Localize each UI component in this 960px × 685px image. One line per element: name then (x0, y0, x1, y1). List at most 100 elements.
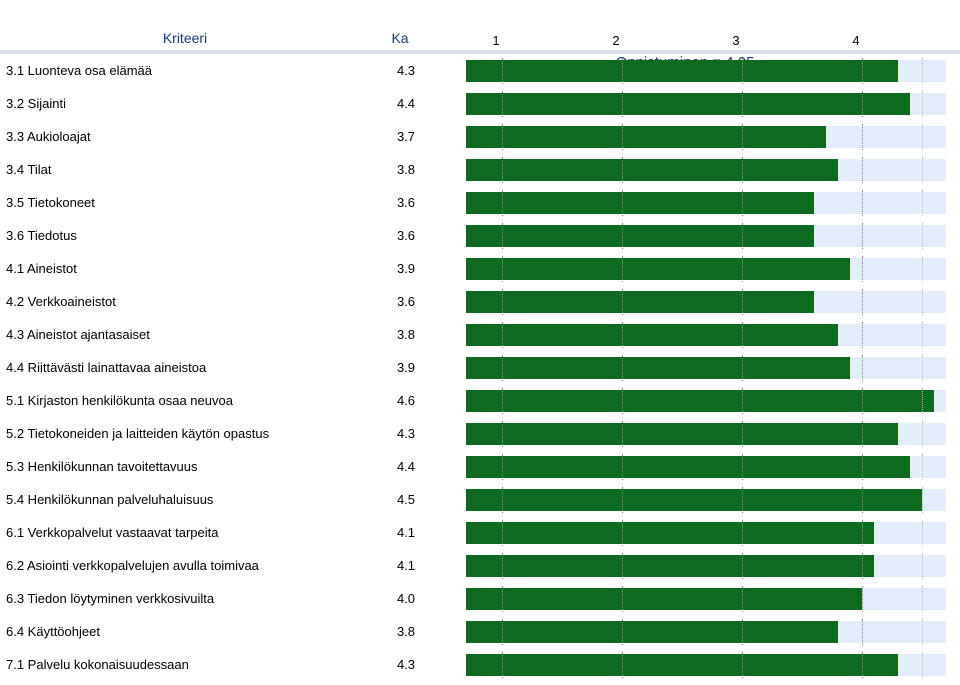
row-ka-value: 4.1 (376, 525, 436, 540)
chart-gridline (622, 322, 623, 348)
chart-bar (466, 555, 874, 577)
row-ka-value: 4.3 (376, 426, 436, 441)
chart-gridline (742, 124, 743, 150)
chart-gridline (622, 421, 623, 447)
chart-edgeline (922, 223, 923, 249)
chart-gridline (862, 289, 863, 315)
chart-gridline (622, 124, 623, 150)
row-ka-value: 4.4 (376, 459, 436, 474)
chart-edgeline (922, 322, 923, 348)
chart-gridline (502, 487, 503, 513)
chart-gridline (742, 388, 743, 414)
chart-gridline (862, 553, 863, 579)
chart-gridline (622, 223, 623, 249)
chart-gridline (862, 91, 863, 117)
chart-gridline (862, 322, 863, 348)
row-label: 3.1 Luonteva osa elämää (0, 63, 376, 78)
chart-gridline (502, 454, 503, 480)
row-chart (436, 384, 946, 417)
chart-gridline (622, 619, 623, 645)
row-ka-value: 3.9 (376, 360, 436, 375)
table-row: 4.2 Verkkoaineistot3.6 (0, 285, 960, 318)
table-row: 3.5 Tietokoneet3.6 (0, 186, 960, 219)
chart-bar (466, 291, 814, 313)
chart-gridline (502, 586, 503, 612)
chart-bar (466, 93, 910, 115)
chart-gridline (742, 91, 743, 117)
axis-tick: 3 (732, 33, 739, 48)
chart-gridline (862, 520, 863, 546)
row-label: 3.3 Aukioloajat (0, 129, 376, 144)
axis-tick: 1 (492, 33, 499, 48)
table-row: 5.2 Tietokoneiden ja laitteiden käytön o… (0, 417, 960, 450)
chart-gridline (622, 355, 623, 381)
row-chart (436, 450, 946, 483)
row-chart (436, 285, 946, 318)
table-row: 4.4 Riittävästi lainattavaa aineistoa3.9 (0, 351, 960, 384)
chart-bar (466, 489, 922, 511)
table-row: 3.6 Tiedotus3.6 (0, 219, 960, 252)
chart-gridline (742, 553, 743, 579)
row-chart (436, 219, 946, 252)
table-row: 6.4 Käyttöohjeet3.8 (0, 615, 960, 648)
row-chart (436, 615, 946, 648)
table-row: 4.3 Aineistot ajantasaiset3.8 (0, 318, 960, 351)
chart-gridline (622, 157, 623, 183)
row-chart (436, 120, 946, 153)
rows-container: 3.1 Luonteva osa elämää 4.3 3.2 Sijainti 4.… (0, 54, 960, 681)
row-label: 3.6 Tiedotus (0, 228, 376, 243)
chart-gridline (502, 289, 503, 315)
chart-edgeline (922, 520, 923, 546)
chart-gridline (502, 421, 503, 447)
row-chart (436, 87, 946, 120)
header-kriteeri: Kriteeri (0, 30, 370, 50)
row-chart (436, 549, 946, 582)
chart-gridline (862, 652, 863, 678)
chart-gridline (742, 619, 743, 645)
chart-edgeline (922, 421, 923, 447)
row-ka-value: 3.6 (376, 228, 436, 243)
chart-gridline (742, 355, 743, 381)
chart-gridline (502, 619, 503, 645)
row-label: 6.1 Verkkopalvelut vastaavat tarpeita (0, 525, 376, 540)
chart-gridline (862, 124, 863, 150)
chart-gridline (742, 157, 743, 183)
chart-edgeline (922, 586, 923, 612)
row-label: 4.3 Aineistot ajantasaiset (0, 327, 376, 342)
chart-gridline (502, 124, 503, 150)
row-chart (436, 351, 946, 384)
chart-gridline (622, 487, 623, 513)
row-label: 5.1 Kirjaston henkilökunta osaa neuvoa (0, 393, 376, 408)
row-label: 3.2 Sijainti (0, 96, 376, 111)
chart-gridline (742, 520, 743, 546)
chart-gridline (502, 157, 503, 183)
row-ka-value: 3.8 (376, 624, 436, 639)
row-label: 5.4 Henkilökunnan palveluhaluisuus (0, 492, 376, 507)
row-chart (436, 318, 946, 351)
chart-edgeline (922, 355, 923, 381)
chart-gridline (862, 157, 863, 183)
row-chart (436, 54, 946, 87)
chart-edgeline (922, 157, 923, 183)
row-label: 3.5 Tietokoneet (0, 195, 376, 210)
chart-gridline (862, 487, 863, 513)
axis-labels: 1234 (460, 32, 940, 50)
row-ka-value: 3.8 (376, 327, 436, 342)
chart-bar (466, 159, 838, 181)
row-ka-value: 3.8 (376, 162, 436, 177)
row-chart (436, 153, 946, 186)
chart-gridline (742, 58, 743, 84)
chart-gridline (862, 388, 863, 414)
chart-gridline (742, 421, 743, 447)
chart-gridline (502, 190, 503, 216)
table-row: 7.1 Palvelu kokonaisuudessaan4.3 (0, 648, 960, 681)
chart-gridline (742, 487, 743, 513)
chart-edgeline (922, 487, 923, 513)
row-chart (436, 252, 946, 285)
table-row: 5.1 Kirjaston henkilökunta osaa neuvoa4.… (0, 384, 960, 417)
row-ka-value: 3.7 (376, 129, 436, 144)
chart-bar (466, 324, 838, 346)
table-row: 6.3 Tiedon löytyminen verkkosivuilta4.0 (0, 582, 960, 615)
row-ka-value: 3.6 (376, 195, 436, 210)
row-ka-value: 3.6 (376, 294, 436, 309)
